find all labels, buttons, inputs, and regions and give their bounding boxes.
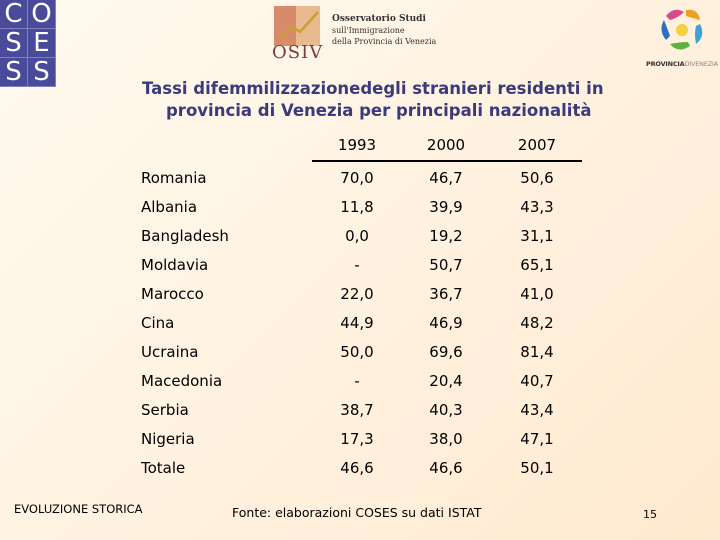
provincia-emblem-icon — [661, 9, 703, 50]
table-cell: 41,0 — [520, 285, 554, 303]
section-label: EVOLUZIONE STORICA — [14, 502, 143, 516]
table-cell: 38,0 — [429, 430, 463, 448]
title-line-2: provincia di Venezia per principali nazi… — [166, 101, 592, 120]
table-cell: 19,2 — [429, 227, 463, 245]
title-line-1: Tassi difemmilizzazionedegli stranieri r… — [142, 79, 604, 98]
table-cell: 46,6 — [429, 459, 463, 477]
table-cell: - — [354, 372, 360, 390]
row-label: Ucraina — [141, 343, 199, 361]
row-label: Macedonia — [141, 372, 223, 390]
row-label: Totale — [141, 459, 186, 477]
table-cell: 11,8 — [340, 198, 374, 216]
coses-letter: S — [0, 29, 28, 58]
provincia-caption: PROVINCIADIVENEZIA — [644, 60, 720, 68]
year-header: 2007 — [517, 136, 557, 154]
table-cell: 46,6 — [340, 459, 374, 477]
osiv-mark-icon — [274, 6, 320, 46]
table-cell: 69,6 — [429, 343, 463, 361]
row-label: Nigeria — [141, 430, 195, 448]
table-cell: 65,1 — [520, 256, 554, 274]
year-header: 1993 — [337, 136, 377, 154]
osiv-wordmark: OSIV — [272, 42, 324, 63]
table-cell: 39,9 — [429, 198, 463, 216]
table-cell: 22,0 — [340, 285, 374, 303]
coses-letter: S — [28, 58, 56, 87]
year-header: 2000 — [426, 136, 466, 154]
coses-letter: E — [28, 29, 56, 58]
table-cell: - — [354, 256, 360, 274]
row-label: Albania — [141, 198, 198, 216]
table-cell: 48,2 — [520, 314, 554, 332]
table-cell: 17,3 — [340, 430, 374, 448]
table-cell: 81,4 — [520, 343, 554, 361]
provincia-caption-light: DIVENEZIA — [684, 60, 718, 68]
row-label: Moldavia — [141, 256, 209, 274]
osiv-caption-line: Osservatorio Studi — [332, 14, 426, 24]
coses-logo: C O S E S S — [0, 0, 56, 87]
table-cell: 40,3 — [429, 401, 463, 419]
table-cell: 70,0 — [340, 169, 374, 187]
coses-letter: S — [0, 58, 28, 87]
table-cell: 40,7 — [520, 372, 554, 390]
table-cell: 50,6 — [520, 169, 554, 187]
table-cell: 31,1 — [520, 227, 554, 245]
page-number: 15 — [643, 508, 657, 521]
row-label: Cina — [141, 314, 175, 332]
table-cell: 20,4 — [429, 372, 463, 390]
source-note: Fonte: elaborazioni COSES su dati ISTAT — [232, 505, 482, 520]
header-rule — [312, 160, 582, 162]
row-label: Marocco — [141, 285, 204, 303]
table-cell: 43,3 — [520, 198, 554, 216]
row-label: Serbia — [141, 401, 189, 419]
table-cell: 36,7 — [429, 285, 463, 303]
provincia-logo: PROVINCIADIVENEZIA — [644, 2, 720, 74]
coses-letter: O — [28, 0, 56, 29]
provincia-caption-bold: PROVINCIA — [646, 60, 685, 68]
table-cell: 46,7 — [429, 169, 463, 187]
table-cell: 50,7 — [429, 256, 463, 274]
table-cell: 50,0 — [340, 343, 374, 361]
osiv-caption-line: della Provincia di Venezia — [332, 37, 437, 46]
table-cell: 47,1 — [520, 430, 554, 448]
table-cell: 44,9 — [340, 314, 374, 332]
osiv-caption-line: sull'Immigrazione — [332, 26, 405, 35]
osiv-logo: OSIV Osservatorio Studi sull'Immigrazion… — [268, 2, 448, 68]
osiv-caption: Osservatorio Studi sull'Immigrazione del… — [332, 14, 448, 47]
table-cell: 50,1 — [520, 459, 554, 477]
row-label: Romania — [141, 169, 207, 187]
table-cell: 0,0 — [345, 227, 369, 245]
slide-title: Tassi difemmilizzazionedegli stranieri r… — [142, 78, 642, 122]
table-cell: 43,4 — [520, 401, 554, 419]
coses-letter: C — [0, 0, 28, 29]
table-cell: 46,9 — [429, 314, 463, 332]
table-cell: 38,7 — [340, 401, 374, 419]
row-label: Bangladesh — [141, 227, 229, 245]
